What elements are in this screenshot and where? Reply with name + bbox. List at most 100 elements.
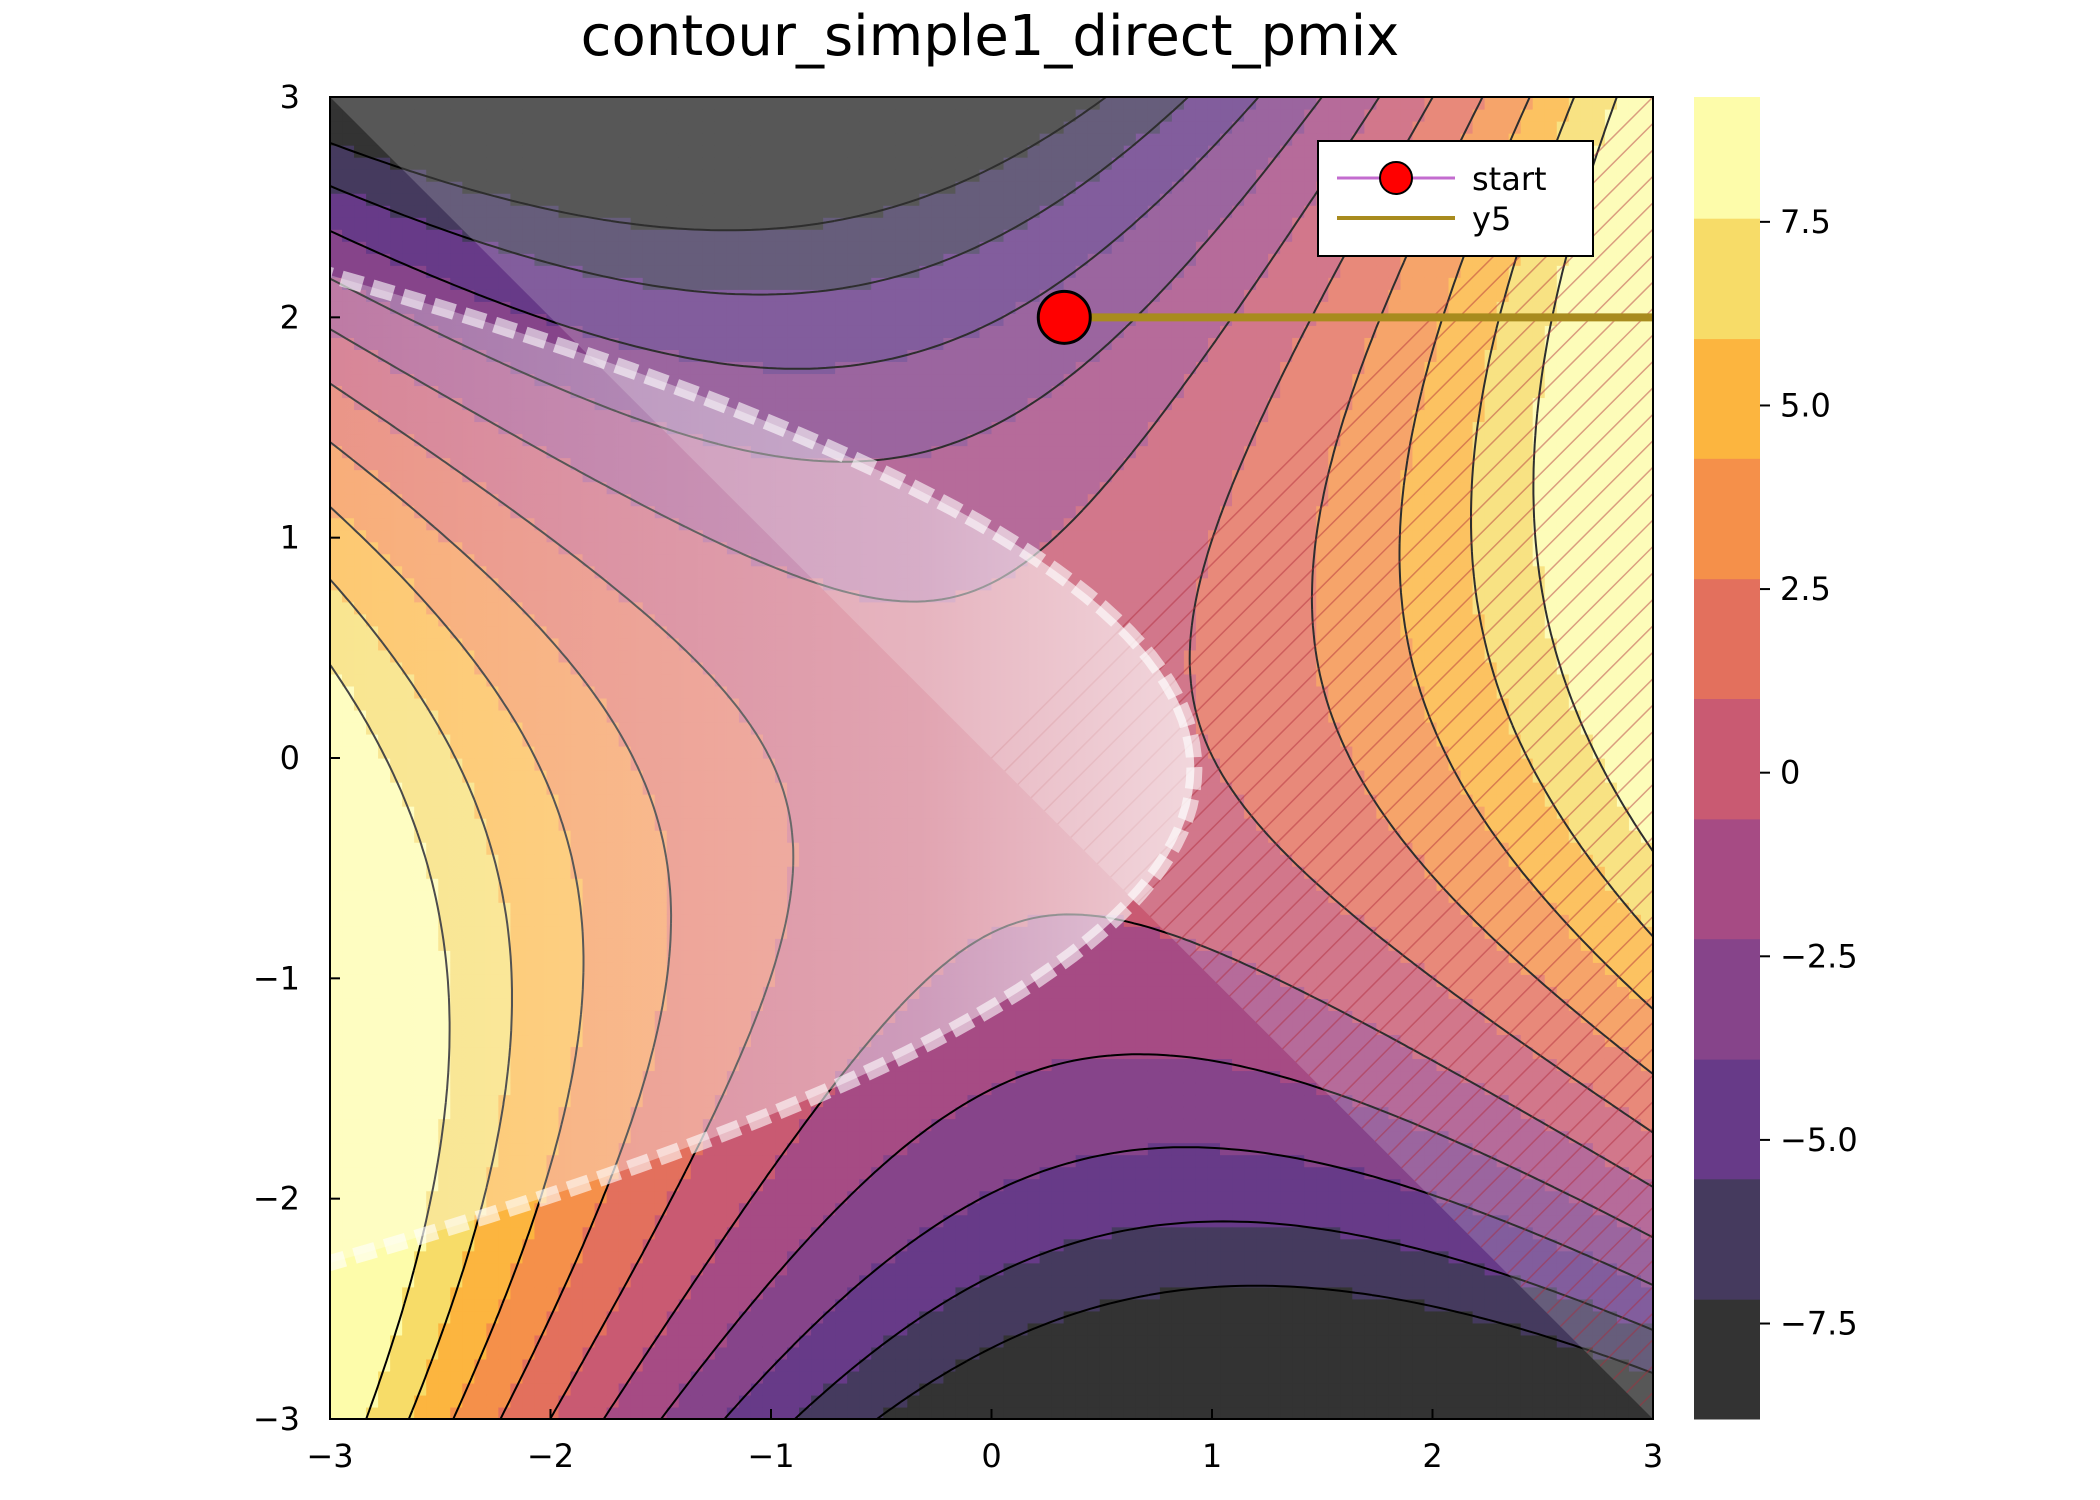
contour-cell — [642, 241, 656, 254]
contour-cell — [390, 265, 403, 278]
contour-cell — [402, 109, 415, 122]
contour-cell — [871, 1082, 884, 1096]
contour-cell — [402, 1382, 415, 1396]
contour-cell — [558, 97, 572, 110]
contour-cell — [570, 157, 584, 170]
contour-cell — [702, 1274, 716, 1288]
contour-cell — [570, 181, 584, 194]
contour-cell — [594, 193, 608, 206]
contour-cell — [714, 1346, 728, 1360]
contour-cell — [726, 145, 740, 158]
contour-cell — [738, 1346, 752, 1360]
contour-cell — [438, 157, 451, 170]
contour-cell — [726, 121, 740, 134]
contour-cell — [426, 1334, 439, 1348]
contour-cell — [642, 1274, 656, 1288]
contour-cell — [426, 241, 439, 254]
contour-cell — [666, 1238, 680, 1252]
contour-cell — [582, 1190, 596, 1204]
contour-cell — [714, 301, 728, 314]
contour-cell — [426, 181, 439, 194]
contour-cell — [414, 1274, 427, 1288]
contour-cell — [582, 1358, 596, 1372]
contour-cell — [558, 241, 572, 254]
contour-cell — [618, 241, 632, 254]
contour-cell — [762, 1310, 776, 1324]
contour-cell — [474, 157, 487, 170]
contour-cell — [450, 253, 463, 266]
contour-cell — [799, 1358, 812, 1372]
contour-cell — [522, 133, 536, 146]
contour-cell — [823, 1178, 836, 1192]
contour-cell — [426, 1394, 439, 1408]
contour-cell — [570, 253, 584, 266]
contour-cell — [630, 193, 644, 206]
contour-cell — [570, 109, 584, 122]
contour-cell — [642, 1298, 656, 1312]
contour-cell — [690, 1370, 704, 1384]
contour-cell — [714, 109, 728, 122]
contour-cell — [558, 1238, 572, 1252]
contour-cell — [726, 181, 740, 194]
contour-cell — [438, 97, 451, 110]
contour-cell — [654, 109, 668, 122]
contour-cell — [787, 1154, 800, 1168]
contour-cell — [510, 205, 524, 218]
contour-cell — [726, 1298, 740, 1312]
contour-cell — [726, 1310, 740, 1324]
contour-cell — [594, 289, 608, 302]
contour-cell — [594, 301, 608, 314]
contour-cell — [738, 1382, 752, 1396]
contour-cell — [354, 109, 367, 122]
contour-cell — [618, 229, 632, 242]
contour-cell — [702, 97, 716, 110]
contour-cell — [690, 1202, 704, 1216]
contour-cell — [654, 121, 668, 134]
contour-cell — [378, 241, 391, 254]
contour-cell — [450, 1334, 463, 1348]
contour-cell — [606, 133, 620, 146]
contour-cell — [835, 1118, 848, 1132]
contour-cell — [847, 1406, 860, 1419]
contour-cell — [510, 253, 524, 266]
contour-cell — [690, 157, 704, 170]
contour-cell — [594, 1298, 608, 1312]
contour-cell — [390, 1262, 403, 1276]
contour-cell — [618, 1190, 632, 1204]
contour-cell — [462, 1298, 475, 1312]
contour-cell — [390, 193, 403, 206]
contour-cell — [871, 1358, 884, 1372]
contour-cell — [366, 169, 379, 182]
contour-cell — [474, 1406, 487, 1419]
contour-cell — [871, 1394, 884, 1408]
contour-cell — [570, 1310, 584, 1324]
contour-cell — [582, 157, 596, 170]
contour-cell — [678, 229, 692, 242]
contour-cell — [775, 1238, 788, 1252]
contour-cell — [474, 1226, 487, 1240]
contour-cell — [342, 1286, 355, 1300]
contour-cell — [366, 133, 379, 146]
contour-cell — [510, 1274, 524, 1288]
contour-cell — [690, 277, 704, 290]
contour-cell — [486, 133, 499, 146]
contour-cell — [630, 217, 644, 230]
contour-cell — [666, 1286, 680, 1300]
contour-cell — [486, 205, 499, 218]
contour-cell — [811, 1118, 824, 1132]
contour-cell — [462, 193, 475, 206]
contour-cell — [474, 265, 487, 278]
contour-cell — [823, 1286, 836, 1300]
contour-cell — [414, 193, 427, 206]
contour-cell — [342, 1334, 355, 1348]
contour-cell — [823, 1142, 836, 1156]
contour-cell — [871, 1130, 884, 1144]
contour-cell — [426, 205, 439, 218]
contour-cell — [726, 109, 740, 122]
contour-cell — [402, 1262, 415, 1276]
contour-cell — [582, 1394, 596, 1408]
contour-cell — [618, 121, 632, 134]
contour-cell — [750, 1238, 764, 1252]
contour-cell — [618, 1214, 632, 1228]
contour-cell — [787, 1406, 800, 1419]
